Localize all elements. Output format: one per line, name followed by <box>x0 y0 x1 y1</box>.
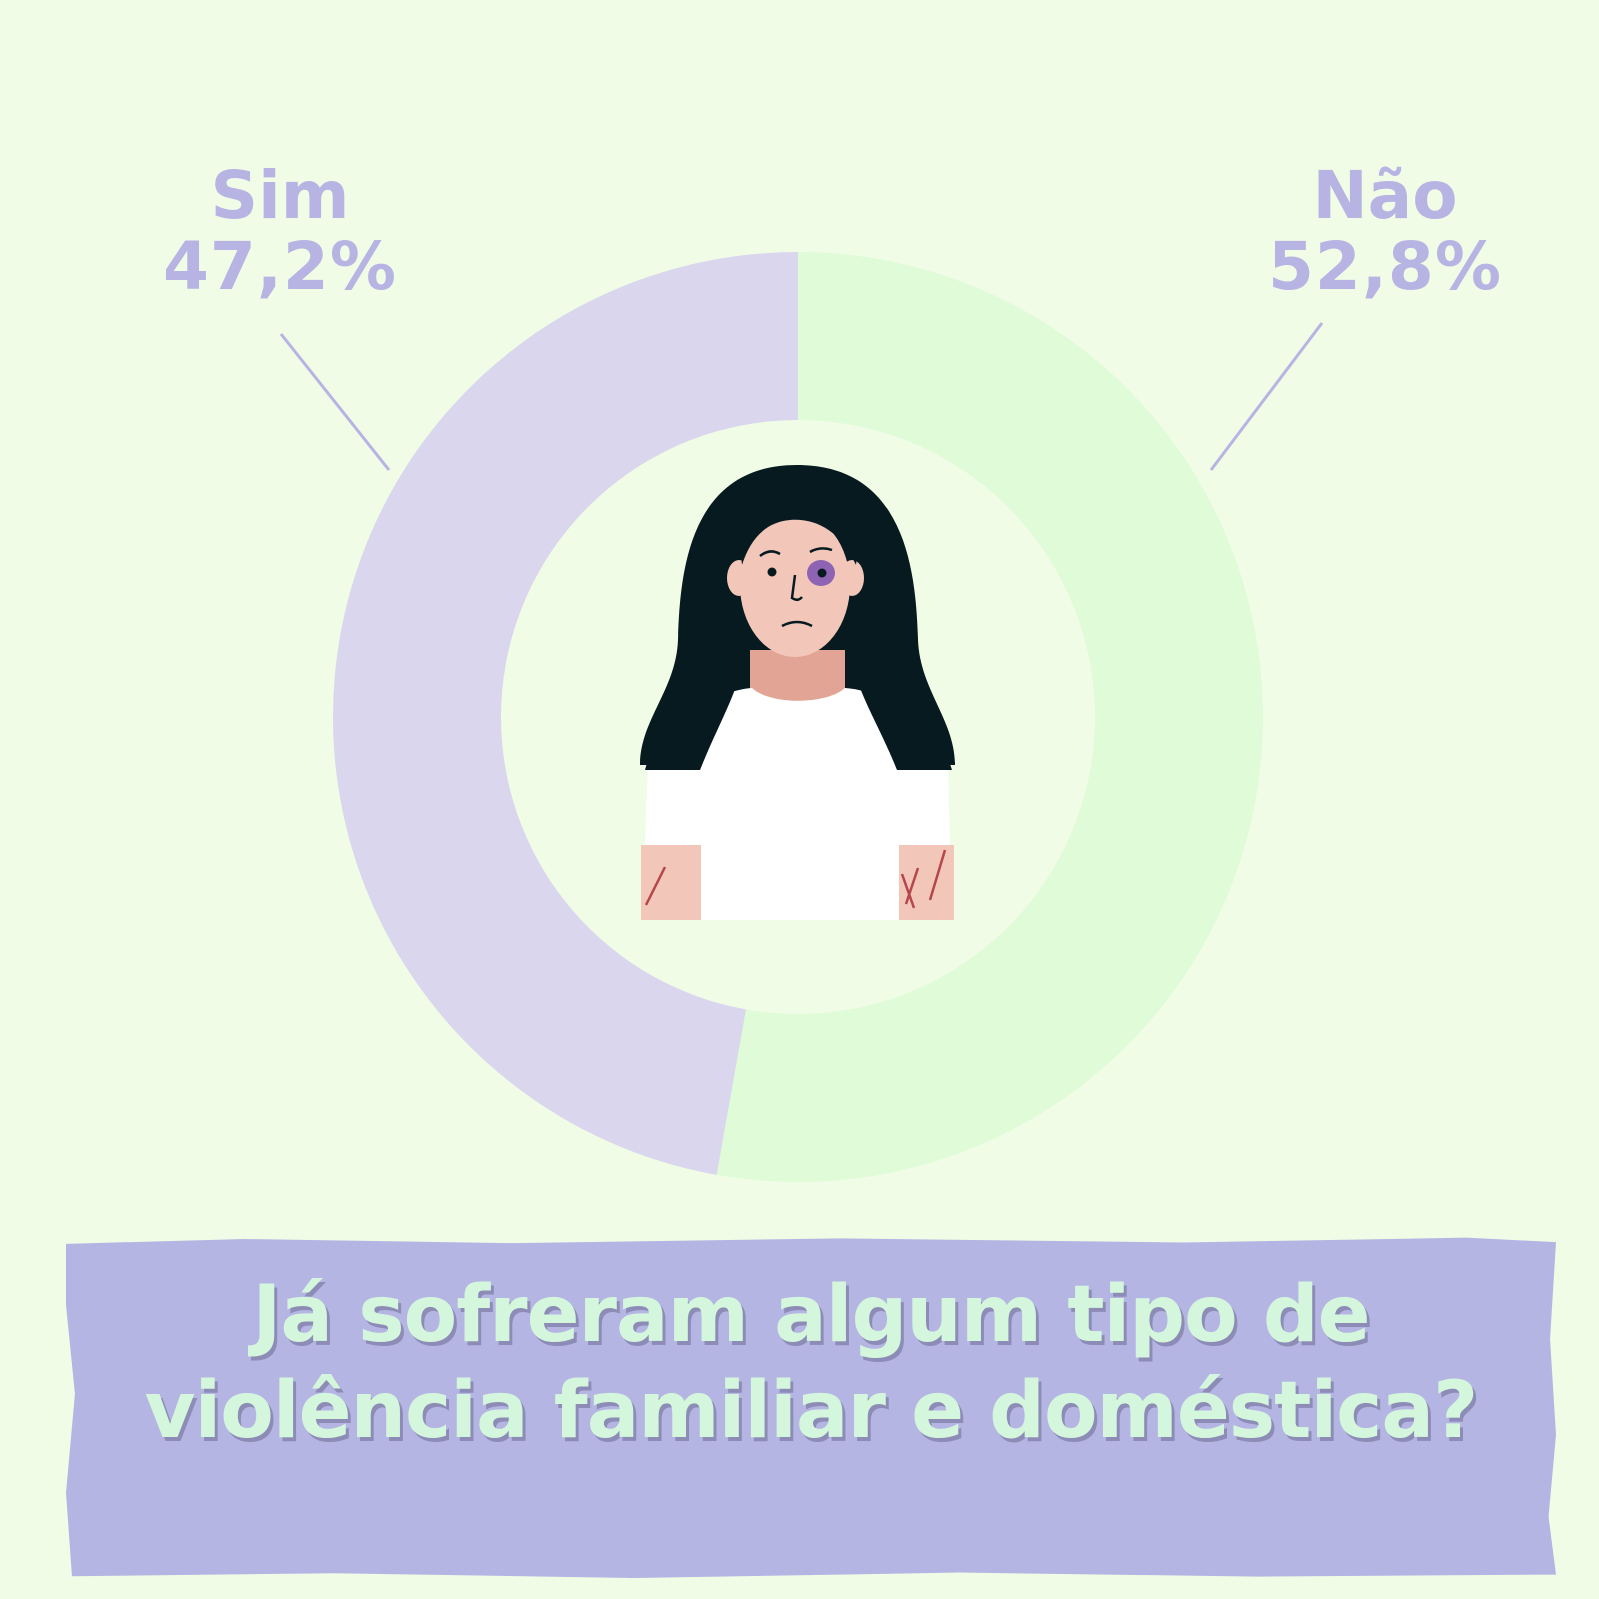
slice-label-sim-value: 47,2% <box>163 228 397 306</box>
slice-label-sim: Sim 47,2% <box>130 160 430 303</box>
chart-title-line-2: violência familiar e doméstica? <box>144 1365 1479 1456</box>
leader-line-sim <box>279 333 391 471</box>
slice-label-nao-name: Não <box>1312 157 1458 234</box>
leader-line-nao <box>1209 322 1324 471</box>
slice-label-sim-name: Sim <box>210 157 350 234</box>
slice-label-nao-value: 52,8% <box>1268 228 1502 306</box>
chart-title: Já sofreram algum tipo de violência fami… <box>66 1268 1556 1460</box>
sad-woman-with-bruises-icon <box>640 465 955 920</box>
donut-slices <box>333 252 1264 1182</box>
chart-title-line-1: Já sofreram algum tipo de <box>252 1270 1370 1360</box>
donut-slice-sim <box>333 252 798 1175</box>
slice-label-nao: Não 52,8% <box>1235 160 1535 303</box>
donut-slice-nao <box>716 252 1264 1182</box>
question-banner <box>66 1237 1556 1578</box>
